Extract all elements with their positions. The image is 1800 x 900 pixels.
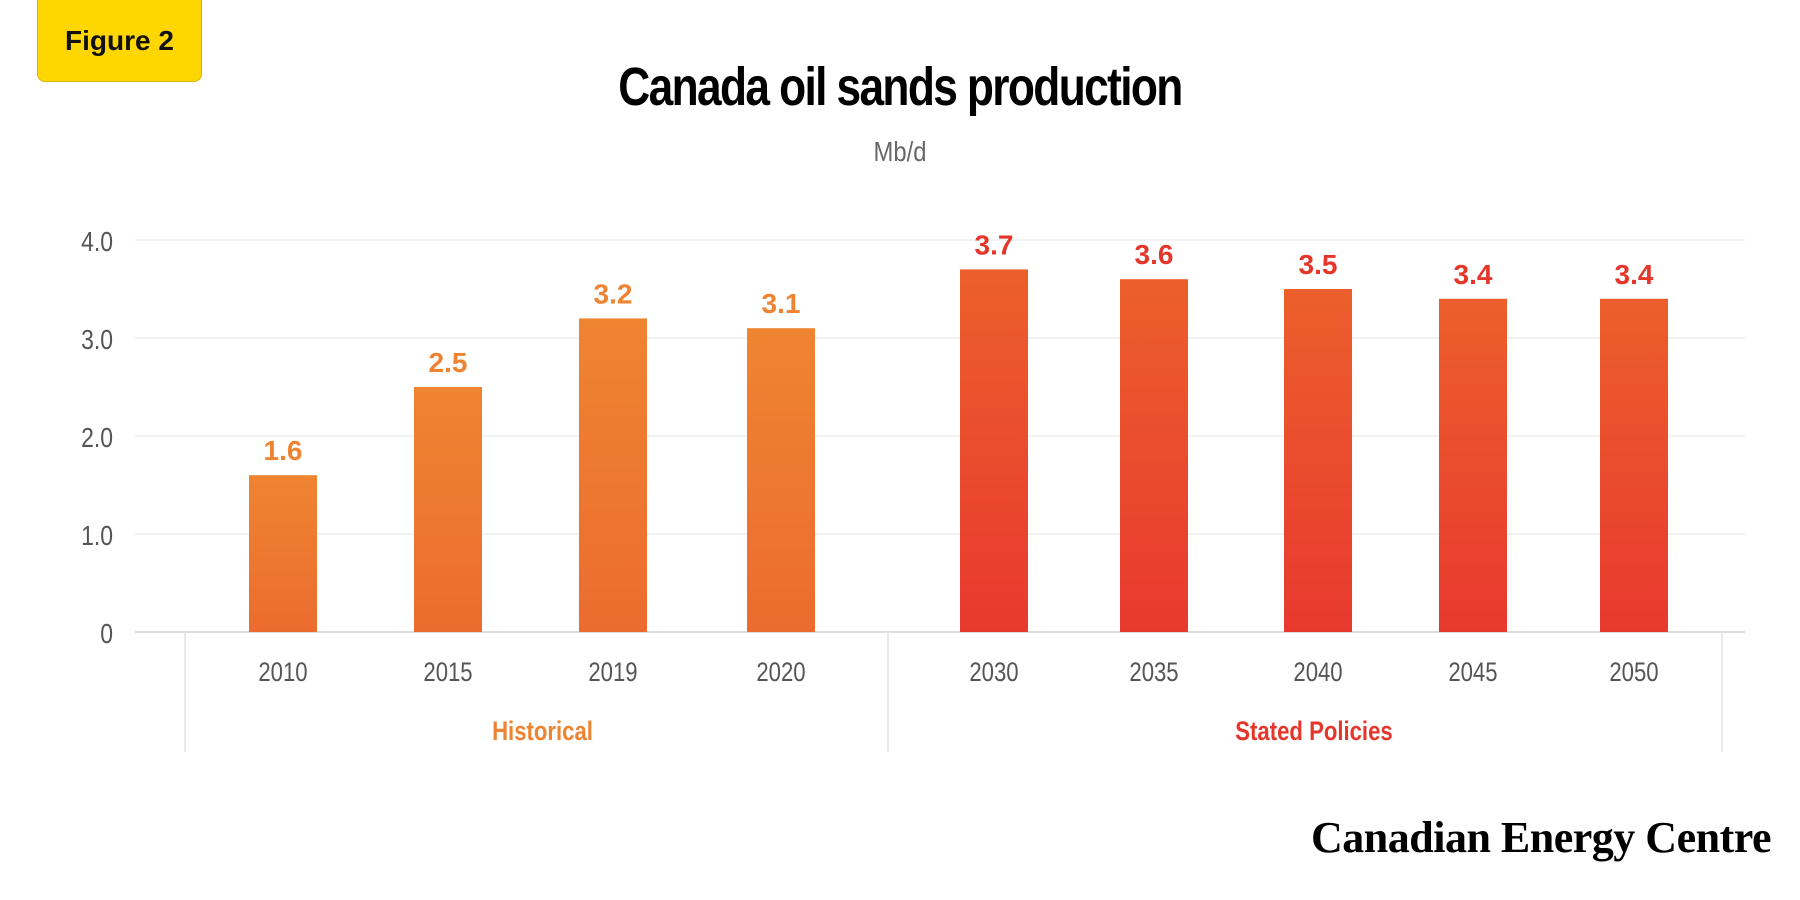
x-tick-label: 2019 bbox=[588, 658, 637, 688]
x-tick-label: 2050 bbox=[1609, 658, 1658, 688]
x-tick-label: 2040 bbox=[1293, 658, 1342, 688]
value-label: 3.4 bbox=[1615, 259, 1654, 290]
bar-2050 bbox=[1600, 298, 1668, 632]
value-label: 1.6 bbox=[264, 435, 303, 466]
value-label: 3.4 bbox=[1454, 259, 1493, 290]
bar-2045 bbox=[1439, 298, 1507, 632]
y-tick-label: 1.0 bbox=[81, 521, 113, 552]
bar-2035 bbox=[1120, 279, 1188, 632]
x-tick-label: 2015 bbox=[423, 658, 472, 688]
figure-badge: Figure 2 bbox=[37, 0, 202, 82]
bar-2015 bbox=[414, 387, 482, 632]
bar-2019 bbox=[579, 318, 647, 632]
y-tick-label: 4.0 bbox=[81, 227, 113, 258]
y-tick-label: 0 bbox=[100, 619, 113, 650]
group-label: Stated Policies bbox=[1235, 717, 1392, 747]
brand-logo-text: Canadian Energy Centre bbox=[1311, 813, 1771, 862]
chart-subtitle: Mb/d bbox=[873, 136, 927, 167]
group-label: Historical bbox=[492, 717, 593, 747]
x-tick-label: 2010 bbox=[258, 658, 307, 688]
value-label: 3.5 bbox=[1299, 249, 1338, 280]
value-label: 2.5 bbox=[429, 347, 468, 378]
y-tick-label: 3.0 bbox=[81, 325, 113, 356]
x-tick-label: 2045 bbox=[1448, 658, 1497, 688]
x-tick-label: 2035 bbox=[1129, 658, 1178, 688]
y-tick-label: 2.0 bbox=[81, 423, 113, 454]
value-label: 3.2 bbox=[594, 278, 633, 309]
x-tick-label: 2020 bbox=[756, 658, 805, 688]
value-label: 3.6 bbox=[1135, 239, 1174, 270]
bar-2010 bbox=[249, 475, 317, 632]
chart-title: Canada oil sands production bbox=[618, 57, 1183, 117]
bar-2020 bbox=[747, 328, 815, 632]
value-label: 3.7 bbox=[975, 229, 1014, 260]
x-tick-label: 2030 bbox=[969, 658, 1018, 688]
bar-2030 bbox=[960, 269, 1028, 632]
bar-2040 bbox=[1284, 289, 1352, 632]
value-label: 3.1 bbox=[762, 288, 801, 319]
